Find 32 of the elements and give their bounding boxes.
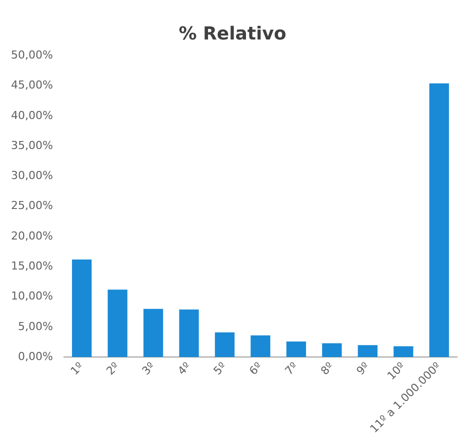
bar bbox=[108, 290, 128, 358]
x-tick-label: 4º bbox=[175, 360, 194, 378]
bar bbox=[358, 345, 378, 358]
x-tick-label: 1º bbox=[68, 360, 86, 378]
x-tick-label: 7º bbox=[282, 360, 300, 378]
x-tick-label: 5º bbox=[211, 360, 229, 378]
x-tick-label: 9º bbox=[354, 360, 372, 378]
y-tick-label: 30,00% bbox=[10, 169, 53, 182]
x-tick-label: 2º bbox=[104, 360, 122, 378]
x-tick-label: 3º bbox=[140, 360, 158, 378]
y-tick-label: 35,00% bbox=[10, 138, 53, 152]
x-tick-label: 6º bbox=[246, 360, 265, 378]
bar bbox=[179, 310, 199, 358]
bar bbox=[250, 335, 270, 358]
bar bbox=[72, 259, 92, 358]
chart-title: % Relativo bbox=[178, 23, 286, 44]
y-tick-label: 45,00% bbox=[10, 78, 53, 92]
y-tick-label: 50,00% bbox=[10, 48, 53, 62]
y-tick-label: 0,00% bbox=[18, 350, 53, 363]
x-tick-label: 8º bbox=[318, 360, 336, 378]
y-tick-label: 20,00% bbox=[10, 229, 53, 242]
bar bbox=[143, 308, 164, 358]
y-tick-label: 40,00% bbox=[10, 108, 53, 122]
bar bbox=[214, 332, 235, 358]
y-tick-label: 15,00% bbox=[10, 260, 53, 273]
bar bbox=[394, 346, 414, 358]
bar bbox=[286, 341, 306, 358]
bar bbox=[322, 343, 342, 358]
y-tick-label: 5,00% bbox=[18, 320, 53, 333]
bar bbox=[429, 83, 449, 358]
y-tick-label: 10,00% bbox=[10, 290, 53, 303]
y-tick-label: 25,00% bbox=[10, 199, 53, 212]
